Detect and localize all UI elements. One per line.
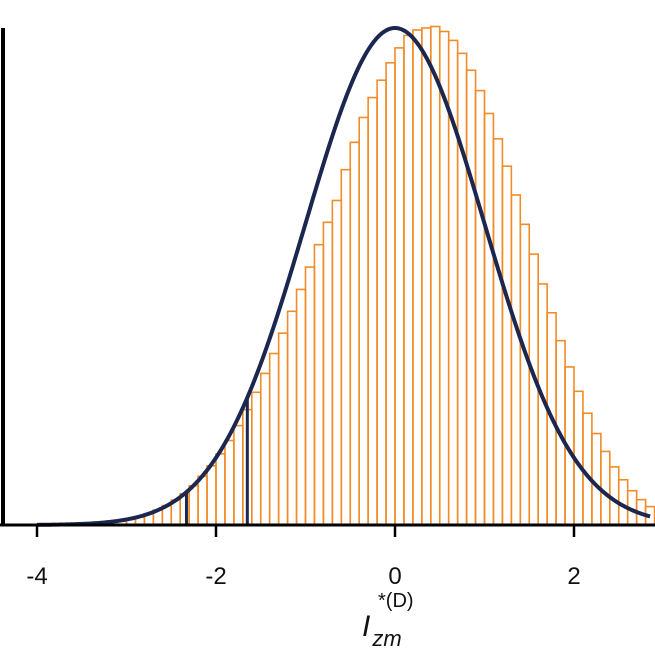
histogram-bar	[340, 168, 352, 526]
histogram-bar	[331, 199, 343, 526]
histogram-bar	[349, 141, 360, 526]
histogram-bars	[63, 25, 655, 526]
histogram-bar	[465, 69, 477, 526]
x-tick-label: -2	[205, 563, 226, 590]
histogram-bar	[429, 25, 441, 526]
histogram-bar	[251, 391, 262, 526]
histogram-bar	[385, 61, 396, 526]
histogram-bar	[510, 194, 522, 526]
x-tick-label: -4	[26, 563, 47, 590]
histogram-bar	[188, 484, 199, 526]
x-tick-label: 0	[388, 563, 401, 590]
histogram-bar	[233, 424, 244, 526]
histogram-bar	[286, 310, 298, 526]
x-tick-label: 2	[567, 563, 580, 590]
histogram-bar	[358, 116, 369, 526]
histogram-bar	[268, 352, 280, 526]
histogram-bar	[456, 52, 468, 526]
histogram-bar	[304, 266, 316, 526]
histogram-bar	[322, 221, 334, 526]
histogram-bar	[295, 288, 307, 526]
histogram-bar	[501, 165, 513, 526]
histogram-bar	[403, 34, 414, 526]
histogram-bar	[215, 453, 226, 526]
x-axis-ticks: -4 -2 0 2	[26, 525, 581, 590]
normal-curve	[36, 26, 651, 527]
histogram-bar	[259, 372, 271, 526]
histogram-bar	[492, 138, 504, 526]
x-axis-label-main: I	[362, 610, 370, 643]
histogram-bar	[197, 475, 208, 526]
x-axis-label-superscript: *(D)	[378, 590, 414, 612]
histogram-bar	[376, 79, 387, 526]
histogram-bar	[394, 47, 405, 526]
histogram-bar	[483, 112, 495, 526]
histogram-bar	[313, 243, 325, 526]
marker-lines	[184, 397, 249, 525]
histogram-bar	[206, 465, 217, 526]
histogram-bar	[224, 439, 235, 526]
histogram-bar	[528, 253, 539, 526]
histogram-bar	[600, 450, 611, 526]
histogram-bar	[367, 96, 378, 526]
x-axis-label: Izm	[362, 610, 402, 651]
histogram-bar	[474, 89, 486, 526]
histogram-bar	[421, 27, 432, 526]
histogram-bar	[591, 432, 602, 526]
histogram-bar	[277, 332, 289, 526]
histogram-bar	[519, 223, 531, 526]
histogram-bar	[412, 29, 423, 526]
x-axis-label-subscript: zm	[371, 626, 401, 651]
